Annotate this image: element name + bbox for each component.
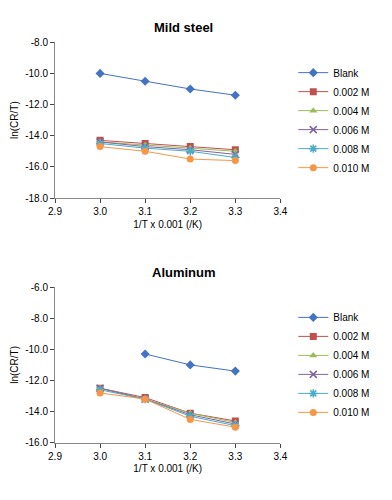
svg-text:0.010 M: 0.010 M (333, 407, 369, 418)
svg-text:2.9: 2.9 (48, 451, 62, 462)
svg-text:ln(CR/T): ln(CR/T) (9, 101, 20, 139)
svg-text:0.004 M: 0.004 M (333, 106, 369, 117)
svg-text:0.010 M: 0.010 M (333, 163, 369, 174)
svg-text:3.4: 3.4 (273, 206, 287, 217)
svg-text:-12.0: -12.0 (25, 99, 48, 110)
svg-text:2.9: 2.9 (48, 206, 62, 217)
svg-text:Blank: Blank (333, 68, 359, 79)
svg-text:0.008 M: 0.008 M (333, 388, 369, 399)
svg-text:-16.0: -16.0 (25, 437, 48, 448)
svg-text:1/T x 0.001 (/K): 1/T x 0.001 (/K) (133, 463, 202, 474)
svg-text:-6.0: -6.0 (31, 282, 49, 293)
svg-text:-10.0: -10.0 (25, 344, 48, 355)
svg-text:ln(CR/T): ln(CR/T) (9, 346, 20, 384)
svg-text:0.006 M: 0.006 M (333, 125, 369, 136)
svg-text:1/T x 0.001 (/K): 1/T x 0.001 (/K) (133, 219, 202, 230)
svg-text:0.002 M: 0.002 M (333, 331, 369, 342)
svg-text:0.008 M: 0.008 M (333, 144, 369, 155)
svg-text:3.1: 3.1 (138, 451, 152, 462)
svg-text:0.004 M: 0.004 M (333, 350, 369, 361)
svg-text:-18.0: -18.0 (25, 193, 48, 204)
svg-text:3.2: 3.2 (183, 451, 197, 462)
svg-text:-8.0: -8.0 (31, 37, 49, 48)
svg-text:Mild steel: Mild steel (154, 20, 213, 35)
svg-text:0.002 M: 0.002 M (333, 87, 369, 98)
svg-text:3.1: 3.1 (138, 206, 152, 217)
svg-text:-16.0: -16.0 (25, 161, 48, 172)
svg-text:-12.0: -12.0 (25, 375, 48, 386)
svg-text:-8.0: -8.0 (31, 313, 49, 324)
svg-text:3.2: 3.2 (183, 206, 197, 217)
svg-text:Aluminum: Aluminum (152, 265, 216, 280)
svg-text:3.0: 3.0 (93, 206, 107, 217)
svg-text:Blank: Blank (333, 312, 359, 323)
svg-text:3.3: 3.3 (228, 451, 242, 462)
svg-text:-10.0: -10.0 (25, 68, 48, 79)
svg-text:0.006 M: 0.006 M (333, 369, 369, 380)
svg-text:-14.0: -14.0 (25, 406, 48, 417)
svg-text:3.4: 3.4 (273, 451, 287, 462)
svg-text:-14.0: -14.0 (25, 130, 48, 141)
svg-text:3.3: 3.3 (228, 206, 242, 217)
svg-text:3.0: 3.0 (93, 451, 107, 462)
